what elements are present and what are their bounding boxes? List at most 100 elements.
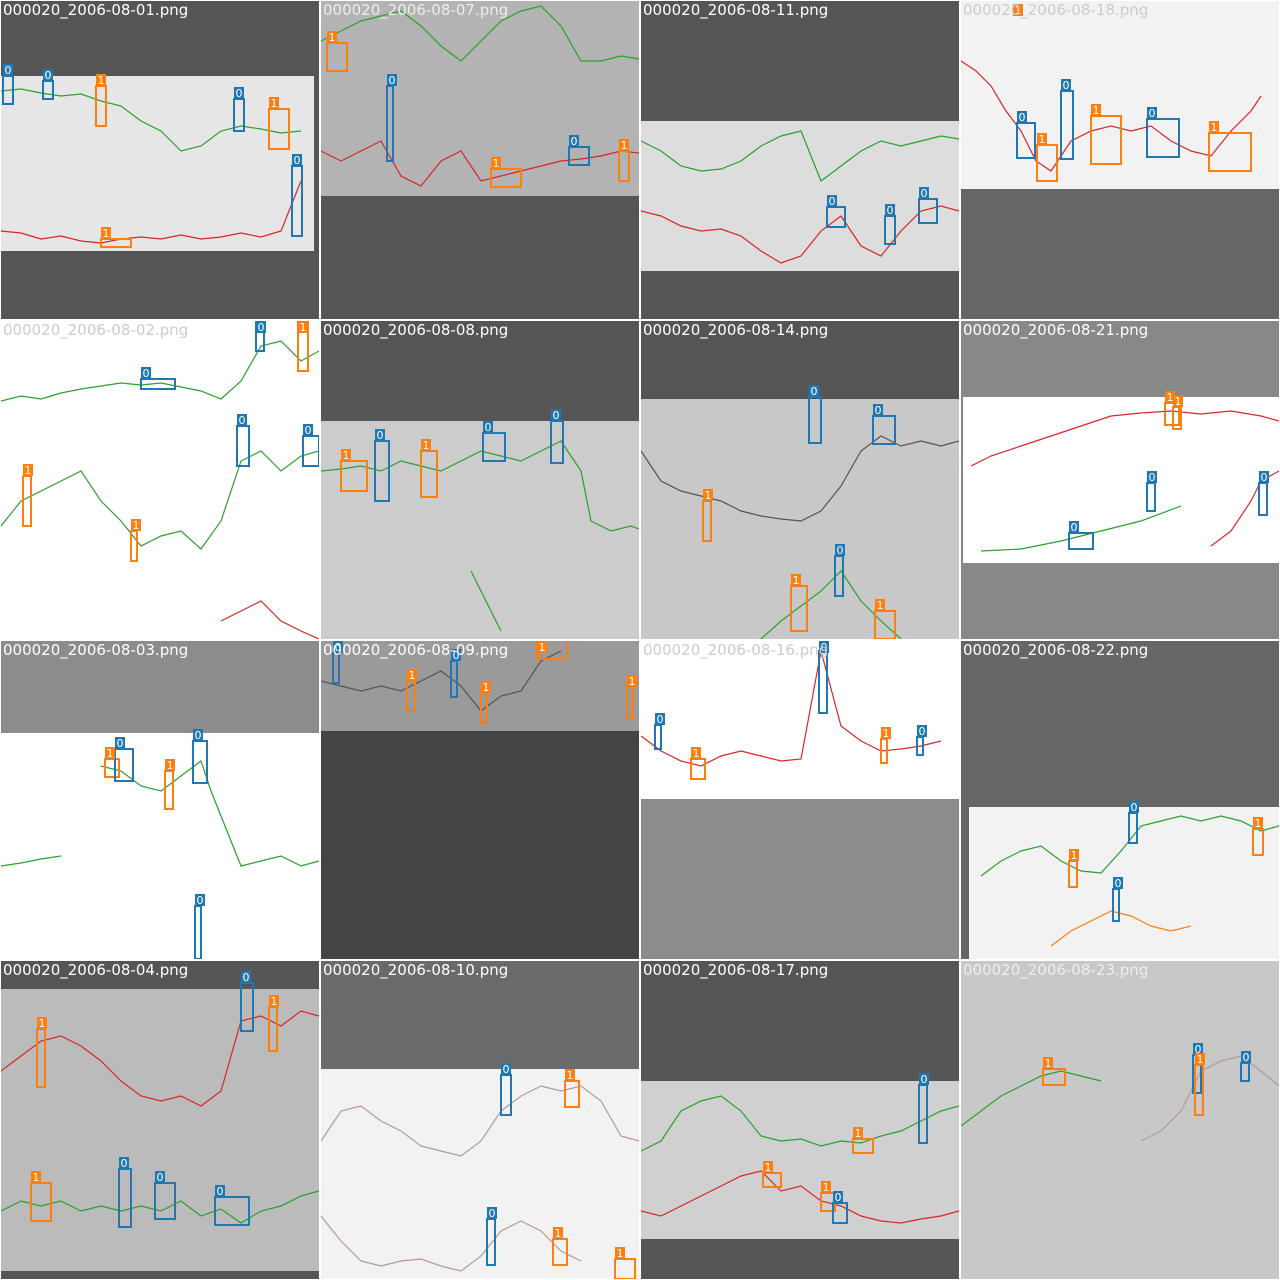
box-label: 0 — [294, 154, 301, 167]
tile-canvas: 1 0 1 0 1 — [321, 1, 639, 319]
box-label-bg — [873, 404, 883, 416]
box-label-bg — [237, 414, 247, 426]
price-line — [321, 140, 639, 187]
box-label-bg — [691, 747, 701, 759]
box-label-bg — [131, 519, 141, 531]
box-label-bg — [619, 139, 629, 151]
box-label: 1 — [33, 1171, 40, 1184]
box-label: 0 — [157, 1171, 164, 1184]
box-label-bg — [917, 725, 927, 737]
box-label: 1 — [1167, 391, 1174, 404]
box-label-bg — [1165, 391, 1175, 403]
price-line — [321, 1085, 639, 1157]
price-line — [321, 5, 639, 62]
box-label: 1 — [343, 449, 350, 462]
tile-background — [961, 961, 1279, 1279]
box-label-bg — [565, 1069, 575, 1081]
chart-panel — [1, 733, 319, 959]
tile-filename: 000020_2006-08-09.png — [323, 641, 509, 659]
price-line — [641, 130, 959, 182]
box-label: 0 — [217, 1185, 224, 1198]
box-label: 1 — [1045, 1057, 1052, 1070]
box-label-bg — [885, 204, 895, 216]
box-label: 0 — [239, 414, 246, 427]
price-line — [321, 650, 562, 712]
price-line — [760, 570, 902, 639]
box-label: 1 — [300, 321, 307, 334]
box-label: 1 — [823, 1181, 830, 1194]
box-label: 0 — [45, 69, 52, 82]
box-label: 0 — [553, 409, 560, 422]
box-label-bg — [1147, 107, 1157, 119]
box-label: 0 — [197, 894, 204, 907]
chart-panel — [321, 1069, 639, 1279]
price-line — [1, 450, 319, 550]
tile-canvas: 0 1 0 1 0 0 1 — [1, 321, 319, 639]
price-line — [980, 505, 1182, 552]
box-label: 1 — [1211, 121, 1218, 134]
chart-panel-lower — [321, 196, 639, 319]
box-0 — [482, 432, 506, 462]
box-label: 0 — [1195, 1043, 1202, 1056]
box-label-bg — [483, 421, 493, 433]
tile-filename: 000020_2006-08-14.png — [643, 321, 829, 339]
tile-2006-08-01: 0 0 1 0 1 0 1 000020_2006-08-01.png — [1, 1, 319, 319]
chart-panel — [1, 989, 319, 1271]
box-label: 0 — [1149, 107, 1156, 120]
box-label-bg — [835, 544, 845, 556]
box-label-bg — [853, 1127, 863, 1139]
box-label-bg — [1037, 133, 1047, 145]
box-label-bg — [627, 675, 637, 687]
price-line — [1, 88, 302, 152]
box-label-bg — [333, 641, 343, 653]
box-label: 0 — [835, 1191, 842, 1204]
price-line — [641, 205, 959, 264]
price-line — [1, 855, 62, 867]
box-1 — [297, 321, 309, 372]
box-label: 1 — [103, 227, 110, 240]
box-label-bg — [141, 367, 151, 379]
price-line — [1140, 1055, 1279, 1142]
box-label-bg — [96, 74, 106, 86]
tile-filename: 000020_2006-08-08.png — [323, 321, 509, 339]
price-line — [321, 1215, 582, 1272]
box-label-bg — [451, 649, 461, 661]
box-label: 1 — [1071, 849, 1078, 862]
box-label-bg — [833, 1191, 843, 1203]
box-label-bg — [919, 1073, 929, 1085]
box-label-bg — [553, 1227, 563, 1239]
box-label-bg — [819, 641, 829, 653]
box-label-bg — [615, 1247, 625, 1259]
box-label: 1 — [555, 1227, 562, 1240]
box-label: 1 — [423, 439, 430, 452]
box-label: 1 — [483, 681, 490, 694]
box-label-bg — [241, 971, 251, 983]
box-label: 0 — [1019, 111, 1026, 124]
box-label-bg — [115, 737, 125, 749]
box-label-bg — [23, 464, 33, 476]
box-label: 1 — [1039, 133, 1046, 146]
price-line — [641, 1095, 959, 1152]
price-line — [641, 1170, 959, 1224]
price-line — [220, 600, 319, 639]
box-0 — [140, 378, 176, 390]
box-label-bg — [1069, 849, 1079, 861]
box-label-bg — [1253, 817, 1263, 829]
tile-canvas: 0 0 0 — [641, 1, 959, 319]
tile-filename: 000020_2006-08-04.png — [3, 961, 189, 979]
box-label: 0 — [335, 641, 342, 654]
box-label: 1 — [493, 157, 500, 170]
box-label: 1 — [877, 599, 884, 612]
box-label-bg — [1091, 104, 1101, 116]
box-label-bg — [537, 641, 547, 653]
box-label: 1 — [693, 747, 700, 760]
box-label: 0 — [305, 424, 312, 437]
tile-filename: 000020_2006-08-11.png — [643, 1, 829, 19]
box-label-bg — [1129, 801, 1139, 813]
box-label-bg — [234, 87, 244, 99]
chart-panel — [641, 1081, 959, 1239]
box-label-bg — [387, 74, 397, 86]
tile-2006-08-04: 1 0 1 1 0 0 0 000020_2006-08-04.png — [1, 961, 319, 1279]
